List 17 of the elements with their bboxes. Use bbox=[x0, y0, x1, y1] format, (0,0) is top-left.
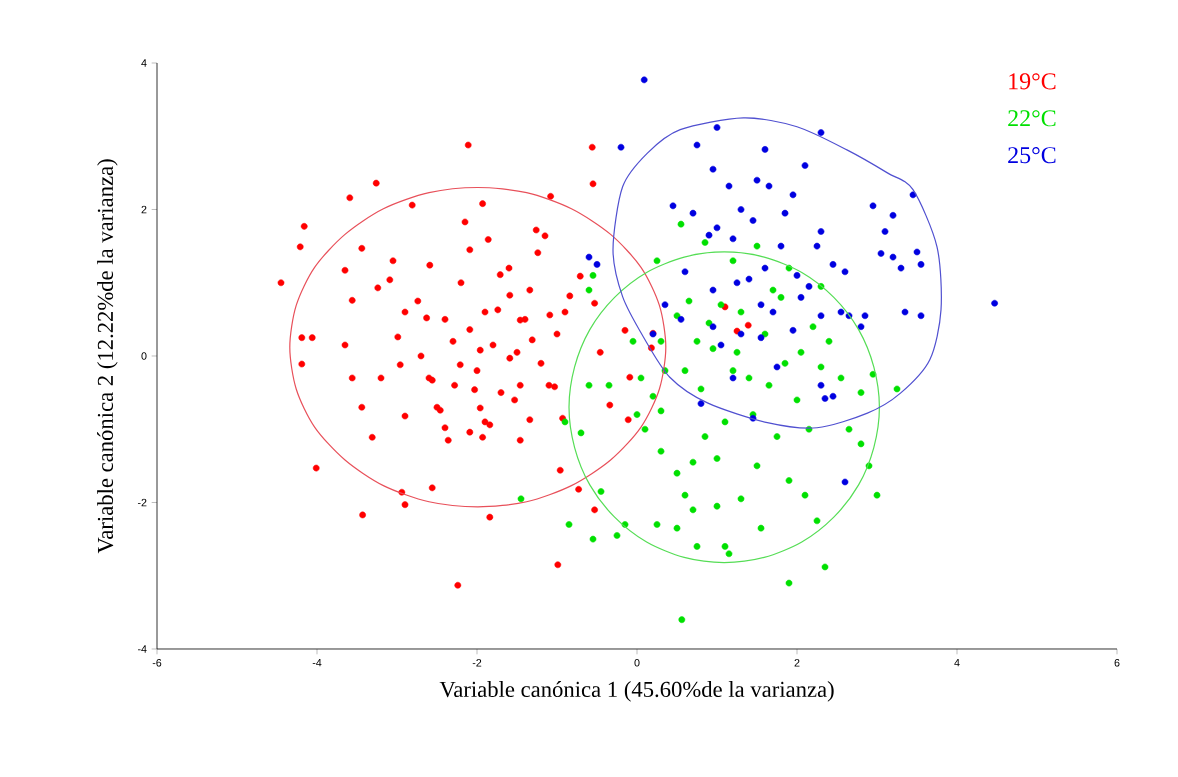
text: 19°C bbox=[1009, 73, 1056, 90]
y-tick-label: -4 bbox=[137, 645, 147, 653]
x-axis-title: Variable canónica 1 (45.60%de la varianza) bbox=[439, 681, 834, 702]
y-tick-label: -2 bbox=[137, 498, 147, 507]
y-tick-label: 2 bbox=[141, 205, 147, 214]
x-tick-label: 0 bbox=[634, 659, 640, 667]
x-tick-label: -2 bbox=[472, 659, 482, 667]
x-tick-label: 4 bbox=[954, 659, 960, 667]
text: 25°C bbox=[1008, 147, 1056, 164]
y-tick-label: 0 bbox=[141, 352, 147, 360]
x-tick-label: -4 bbox=[312, 659, 322, 667]
x-tick-label: -6 bbox=[152, 659, 162, 667]
x-tick-label: 2 bbox=[794, 659, 800, 667]
text: 22°C bbox=[1008, 110, 1056, 127]
x-tick-label: 6 bbox=[1114, 659, 1120, 667]
y-tick-label: 4 bbox=[141, 59, 147, 67]
y-axis-title: Variable canónica 2 (12.22%de la varianza) bbox=[97, 159, 118, 554]
